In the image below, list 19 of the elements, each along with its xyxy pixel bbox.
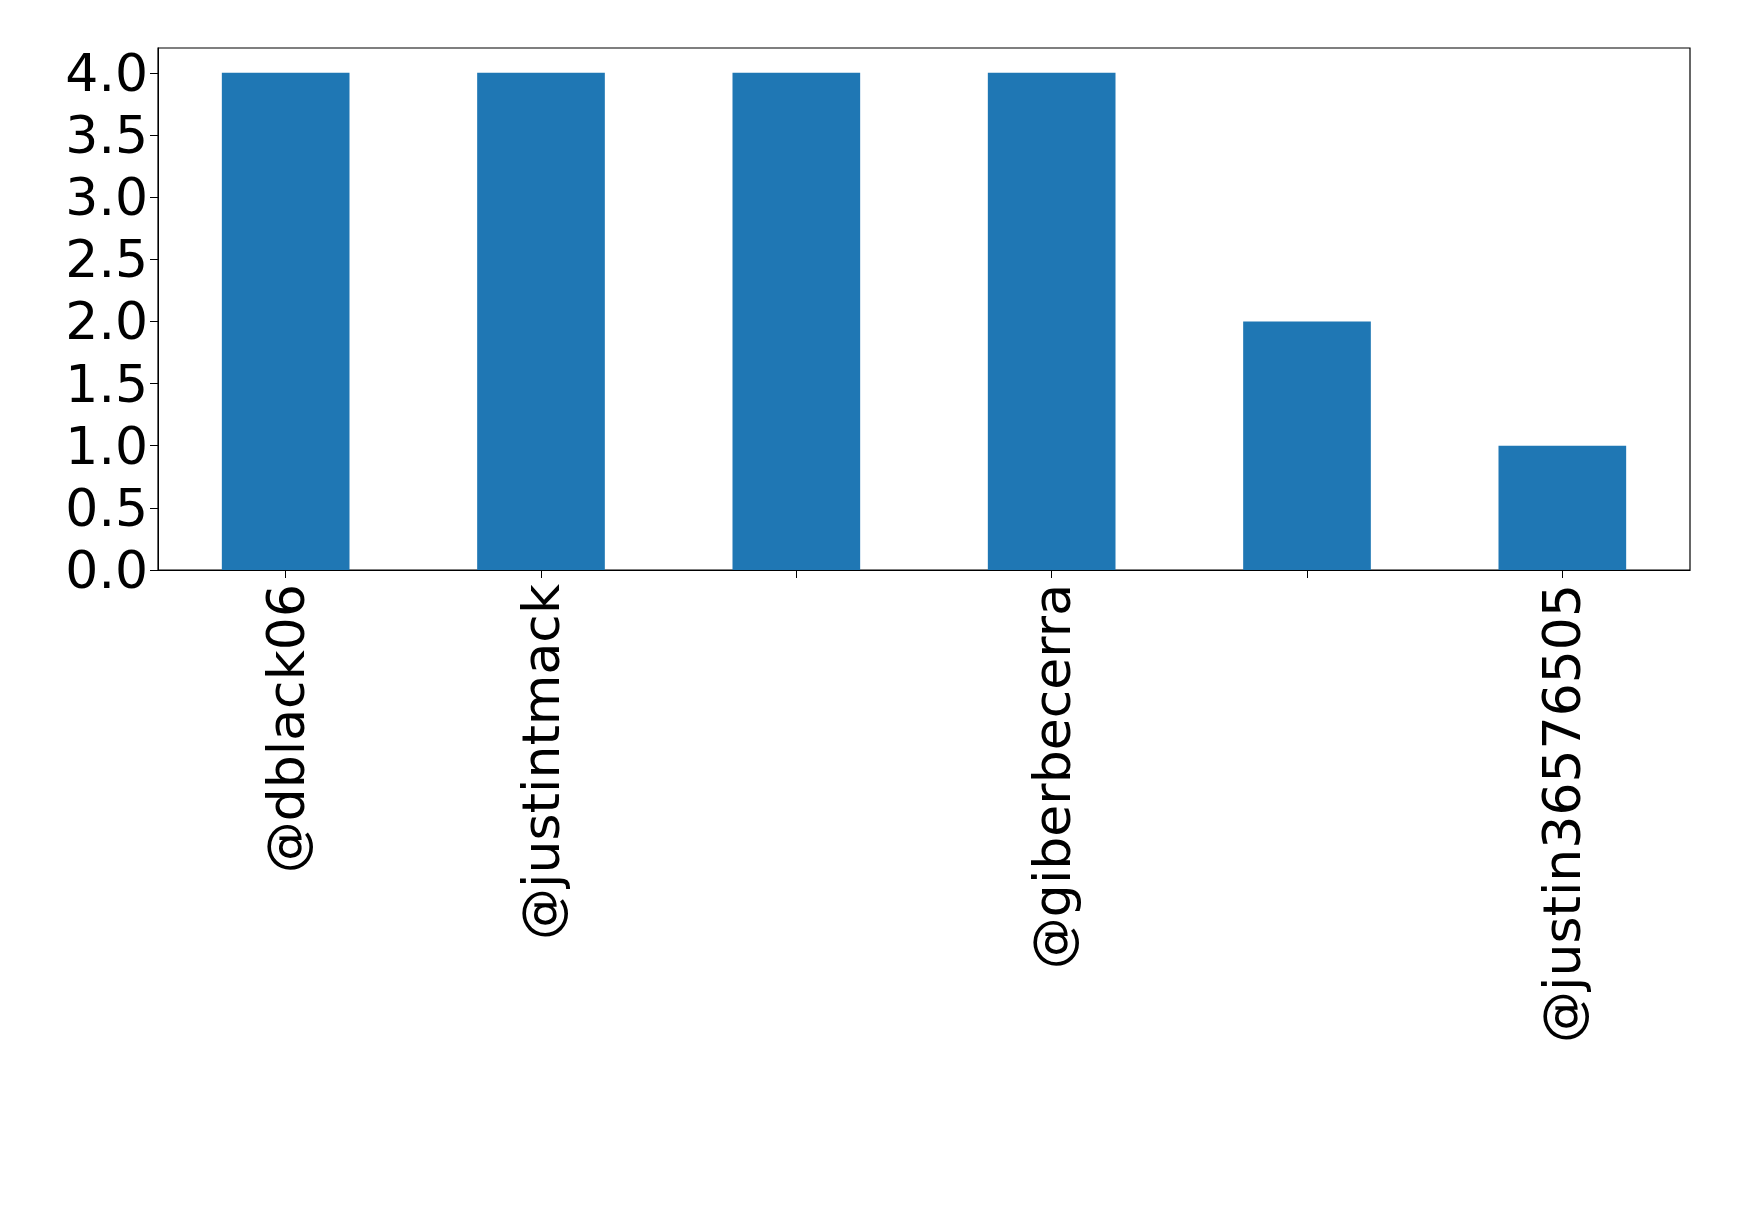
bar: [477, 72, 605, 570]
y-tick-label: 2.0: [65, 291, 148, 352]
bar: [987, 72, 1116, 570]
bar: [1498, 445, 1627, 570]
x-tick-label: @giberbecerra: [1021, 584, 1082, 970]
bar: [1243, 321, 1371, 570]
x-tick-label: @justin36576505: [1532, 584, 1593, 1043]
y-tick-label: 1.5: [65, 353, 148, 414]
y-tick-label: 3.0: [65, 167, 148, 228]
y-tick-label: 0.0: [65, 540, 148, 600]
y-tick-label: 1.0: [65, 415, 148, 476]
y-tick-label: 4.0: [65, 42, 148, 103]
y-tick-label: 2.5: [65, 229, 148, 290]
y-tick-label: 3.5: [65, 105, 148, 165]
x-tick-label: @justintmack: [511, 584, 571, 940]
bar: [732, 72, 861, 570]
bar: [221, 72, 350, 570]
y-tick-label: 0.5: [65, 477, 148, 538]
x-tick-label: @dblack06: [255, 584, 316, 874]
